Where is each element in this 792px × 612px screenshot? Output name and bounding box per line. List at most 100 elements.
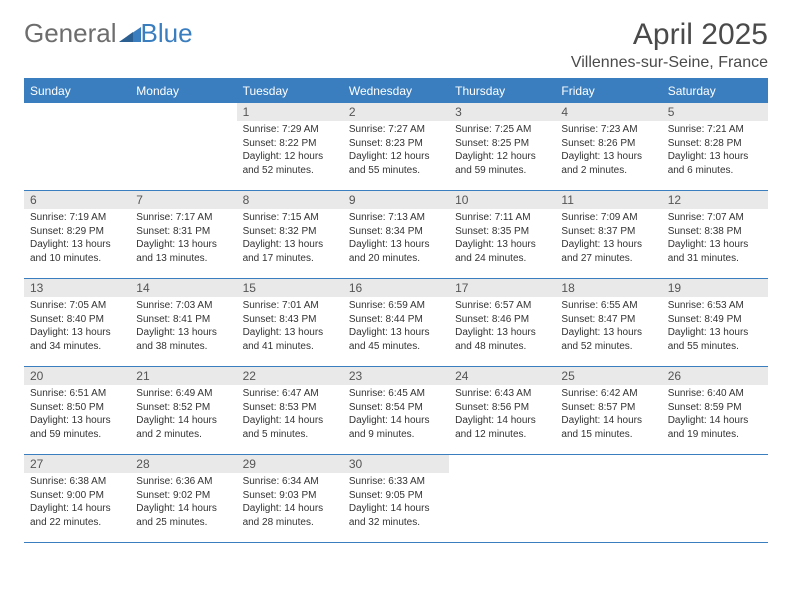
day-details: Sunrise: 6:34 AMSunset: 9:03 PMDaylight:… [237, 473, 343, 533]
daylight-text: Daylight: 13 hours and 38 minutes. [136, 326, 230, 353]
day-number: 18 [555, 279, 661, 297]
sunrise-text: Sunrise: 7:27 AM [349, 123, 443, 137]
day-details: Sunrise: 7:05 AMSunset: 8:40 PMDaylight:… [24, 297, 130, 357]
weekday-header: Saturday [662, 79, 768, 103]
day-details: Sunrise: 7:29 AMSunset: 8:22 PMDaylight:… [237, 121, 343, 181]
daylight-text: Daylight: 13 hours and 45 minutes. [349, 326, 443, 353]
daylight-text: Daylight: 13 hours and 27 minutes. [561, 238, 655, 265]
sunset-text: Sunset: 8:38 PM [668, 225, 762, 239]
day-details: Sunrise: 7:19 AMSunset: 8:29 PMDaylight:… [24, 209, 130, 269]
day-number: 4 [555, 103, 661, 121]
calendar-day-cell: 1Sunrise: 7:29 AMSunset: 8:22 PMDaylight… [237, 103, 343, 191]
day-details: Sunrise: 6:33 AMSunset: 9:05 PMDaylight:… [343, 473, 449, 533]
day-details: Sunrise: 7:21 AMSunset: 8:28 PMDaylight:… [662, 121, 768, 181]
sunset-text: Sunset: 8:47 PM [561, 313, 655, 327]
sunrise-text: Sunrise: 7:13 AM [349, 211, 443, 225]
weekday-header: Sunday [24, 79, 130, 103]
sunset-text: Sunset: 8:43 PM [243, 313, 337, 327]
sunset-text: Sunset: 8:32 PM [243, 225, 337, 239]
day-details: Sunrise: 7:03 AMSunset: 8:41 PMDaylight:… [130, 297, 236, 357]
day-details: Sunrise: 6:59 AMSunset: 8:44 PMDaylight:… [343, 297, 449, 357]
sunrise-text: Sunrise: 6:36 AM [136, 475, 230, 489]
sunrise-text: Sunrise: 7:19 AM [30, 211, 124, 225]
calendar-day-cell: . [130, 103, 236, 191]
sunrise-text: Sunrise: 6:38 AM [30, 475, 124, 489]
sunset-text: Sunset: 8:53 PM [243, 401, 337, 415]
sunset-text: Sunset: 9:03 PM [243, 489, 337, 503]
sunrise-text: Sunrise: 7:05 AM [30, 299, 124, 313]
sunset-text: Sunset: 8:57 PM [561, 401, 655, 415]
day-number: 8 [237, 191, 343, 209]
calendar-day-cell: 22Sunrise: 6:47 AMSunset: 8:53 PMDayligh… [237, 367, 343, 455]
sunset-text: Sunset: 8:56 PM [455, 401, 549, 415]
sunset-text: Sunset: 8:59 PM [668, 401, 762, 415]
sunset-text: Sunset: 8:31 PM [136, 225, 230, 239]
sunset-text: Sunset: 8:34 PM [349, 225, 443, 239]
calendar-day-cell: 4Sunrise: 7:23 AMSunset: 8:26 PMDaylight… [555, 103, 661, 191]
calendar-day-cell: 19Sunrise: 6:53 AMSunset: 8:49 PMDayligh… [662, 279, 768, 367]
day-details: Sunrise: 6:43 AMSunset: 8:56 PMDaylight:… [449, 385, 555, 445]
sunrise-text: Sunrise: 7:15 AM [243, 211, 337, 225]
daylight-text: Daylight: 12 hours and 52 minutes. [243, 150, 337, 177]
calendar-table: Sunday Monday Tuesday Wednesday Thursday… [24, 78, 768, 543]
day-details: Sunrise: 7:13 AMSunset: 8:34 PMDaylight:… [343, 209, 449, 269]
daylight-text: Daylight: 14 hours and 12 minutes. [455, 414, 549, 441]
brand-part2: Blue [141, 18, 193, 49]
daylight-text: Daylight: 12 hours and 55 minutes. [349, 150, 443, 177]
day-number: 30 [343, 455, 449, 473]
calendar-day-cell: 17Sunrise: 6:57 AMSunset: 8:46 PMDayligh… [449, 279, 555, 367]
day-number: 14 [130, 279, 236, 297]
sunset-text: Sunset: 8:35 PM [455, 225, 549, 239]
weekday-header: Thursday [449, 79, 555, 103]
sunset-text: Sunset: 8:25 PM [455, 137, 549, 151]
weekday-header: Monday [130, 79, 236, 103]
sunset-text: Sunset: 8:49 PM [668, 313, 762, 327]
calendar-page: General Blue April 2025 Villennes-sur-Se… [0, 0, 792, 561]
day-details: Sunrise: 7:11 AMSunset: 8:35 PMDaylight:… [449, 209, 555, 269]
day-number: 29 [237, 455, 343, 473]
daylight-text: Daylight: 14 hours and 22 minutes. [30, 502, 124, 529]
daylight-text: Daylight: 13 hours and 31 minutes. [668, 238, 762, 265]
day-details: Sunrise: 6:57 AMSunset: 8:46 PMDaylight:… [449, 297, 555, 357]
sunset-text: Sunset: 8:54 PM [349, 401, 443, 415]
daylight-text: Daylight: 13 hours and 24 minutes. [455, 238, 549, 265]
calendar-week-row: 6Sunrise: 7:19 AMSunset: 8:29 PMDaylight… [24, 191, 768, 279]
sunrise-text: Sunrise: 7:17 AM [136, 211, 230, 225]
sunrise-text: Sunrise: 6:40 AM [668, 387, 762, 401]
sunrise-text: Sunrise: 6:43 AM [455, 387, 549, 401]
sunrise-text: Sunrise: 7:03 AM [136, 299, 230, 313]
calendar-week-row: 13Sunrise: 7:05 AMSunset: 8:40 PMDayligh… [24, 279, 768, 367]
day-details: Sunrise: 7:07 AMSunset: 8:38 PMDaylight:… [662, 209, 768, 269]
daylight-text: Daylight: 13 hours and 6 minutes. [668, 150, 762, 177]
day-number: 22 [237, 367, 343, 385]
sunset-text: Sunset: 8:29 PM [30, 225, 124, 239]
day-details: Sunrise: 7:01 AMSunset: 8:43 PMDaylight:… [237, 297, 343, 357]
sunrise-text: Sunrise: 6:51 AM [30, 387, 124, 401]
day-details: Sunrise: 6:38 AMSunset: 9:00 PMDaylight:… [24, 473, 130, 533]
sunset-text: Sunset: 8:37 PM [561, 225, 655, 239]
calendar-week-row: ..1Sunrise: 7:29 AMSunset: 8:22 PMDaylig… [24, 103, 768, 191]
daylight-text: Daylight: 14 hours and 28 minutes. [243, 502, 337, 529]
calendar-day-cell: 16Sunrise: 6:59 AMSunset: 8:44 PMDayligh… [343, 279, 449, 367]
sunrise-text: Sunrise: 7:21 AM [668, 123, 762, 137]
location-label: Villennes-sur-Seine, France [571, 54, 768, 72]
sunrise-text: Sunrise: 7:25 AM [455, 123, 549, 137]
day-details: Sunrise: 7:27 AMSunset: 8:23 PMDaylight:… [343, 121, 449, 181]
sunrise-text: Sunrise: 6:53 AM [668, 299, 762, 313]
day-details: Sunrise: 7:15 AMSunset: 8:32 PMDaylight:… [237, 209, 343, 269]
day-details: Sunrise: 6:51 AMSunset: 8:50 PMDaylight:… [24, 385, 130, 445]
daylight-text: Daylight: 13 hours and 59 minutes. [30, 414, 124, 441]
calendar-day-cell: 14Sunrise: 7:03 AMSunset: 8:41 PMDayligh… [130, 279, 236, 367]
day-number: 27 [24, 455, 130, 473]
daylight-text: Daylight: 14 hours and 19 minutes. [668, 414, 762, 441]
calendar-day-cell: 11Sunrise: 7:09 AMSunset: 8:37 PMDayligh… [555, 191, 661, 279]
calendar-day-cell: . [555, 455, 661, 543]
daylight-text: Daylight: 13 hours and 13 minutes. [136, 238, 230, 265]
day-number: 11 [555, 191, 661, 209]
day-number: 16 [343, 279, 449, 297]
sunrise-text: Sunrise: 6:45 AM [349, 387, 443, 401]
sunrise-text: Sunrise: 6:33 AM [349, 475, 443, 489]
sunset-text: Sunset: 9:05 PM [349, 489, 443, 503]
daylight-text: Daylight: 14 hours and 5 minutes. [243, 414, 337, 441]
day-number: 20 [24, 367, 130, 385]
